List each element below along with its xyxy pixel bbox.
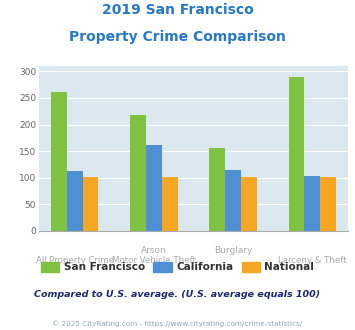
Text: 2019 San Francisco: 2019 San Francisco: [102, 3, 253, 17]
Text: All Property Crime: All Property Crime: [36, 256, 114, 265]
Bar: [304, 176, 320, 231]
Bar: [241, 177, 257, 231]
Bar: [130, 115, 146, 231]
Bar: [289, 77, 304, 231]
Bar: [146, 145, 162, 231]
Text: Motor Vehicle Theft: Motor Vehicle Theft: [112, 256, 196, 265]
Text: Larceny & Theft: Larceny & Theft: [278, 256, 346, 265]
Bar: [83, 177, 98, 231]
Bar: [51, 91, 67, 231]
Bar: [225, 170, 241, 231]
Bar: [162, 177, 178, 231]
Text: Property Crime Comparison: Property Crime Comparison: [69, 30, 286, 44]
Text: © 2025 CityRating.com - https://www.cityrating.com/crime-statistics/: © 2025 CityRating.com - https://www.city…: [53, 320, 302, 327]
Legend: San Francisco, California, National: San Francisco, California, National: [37, 258, 318, 277]
Text: Compared to U.S. average. (U.S. average equals 100): Compared to U.S. average. (U.S. average …: [34, 290, 321, 299]
Bar: [209, 148, 225, 231]
Text: Burglary: Burglary: [214, 246, 252, 255]
Text: Arson: Arson: [141, 246, 167, 255]
Bar: [67, 171, 83, 231]
Bar: [320, 177, 336, 231]
